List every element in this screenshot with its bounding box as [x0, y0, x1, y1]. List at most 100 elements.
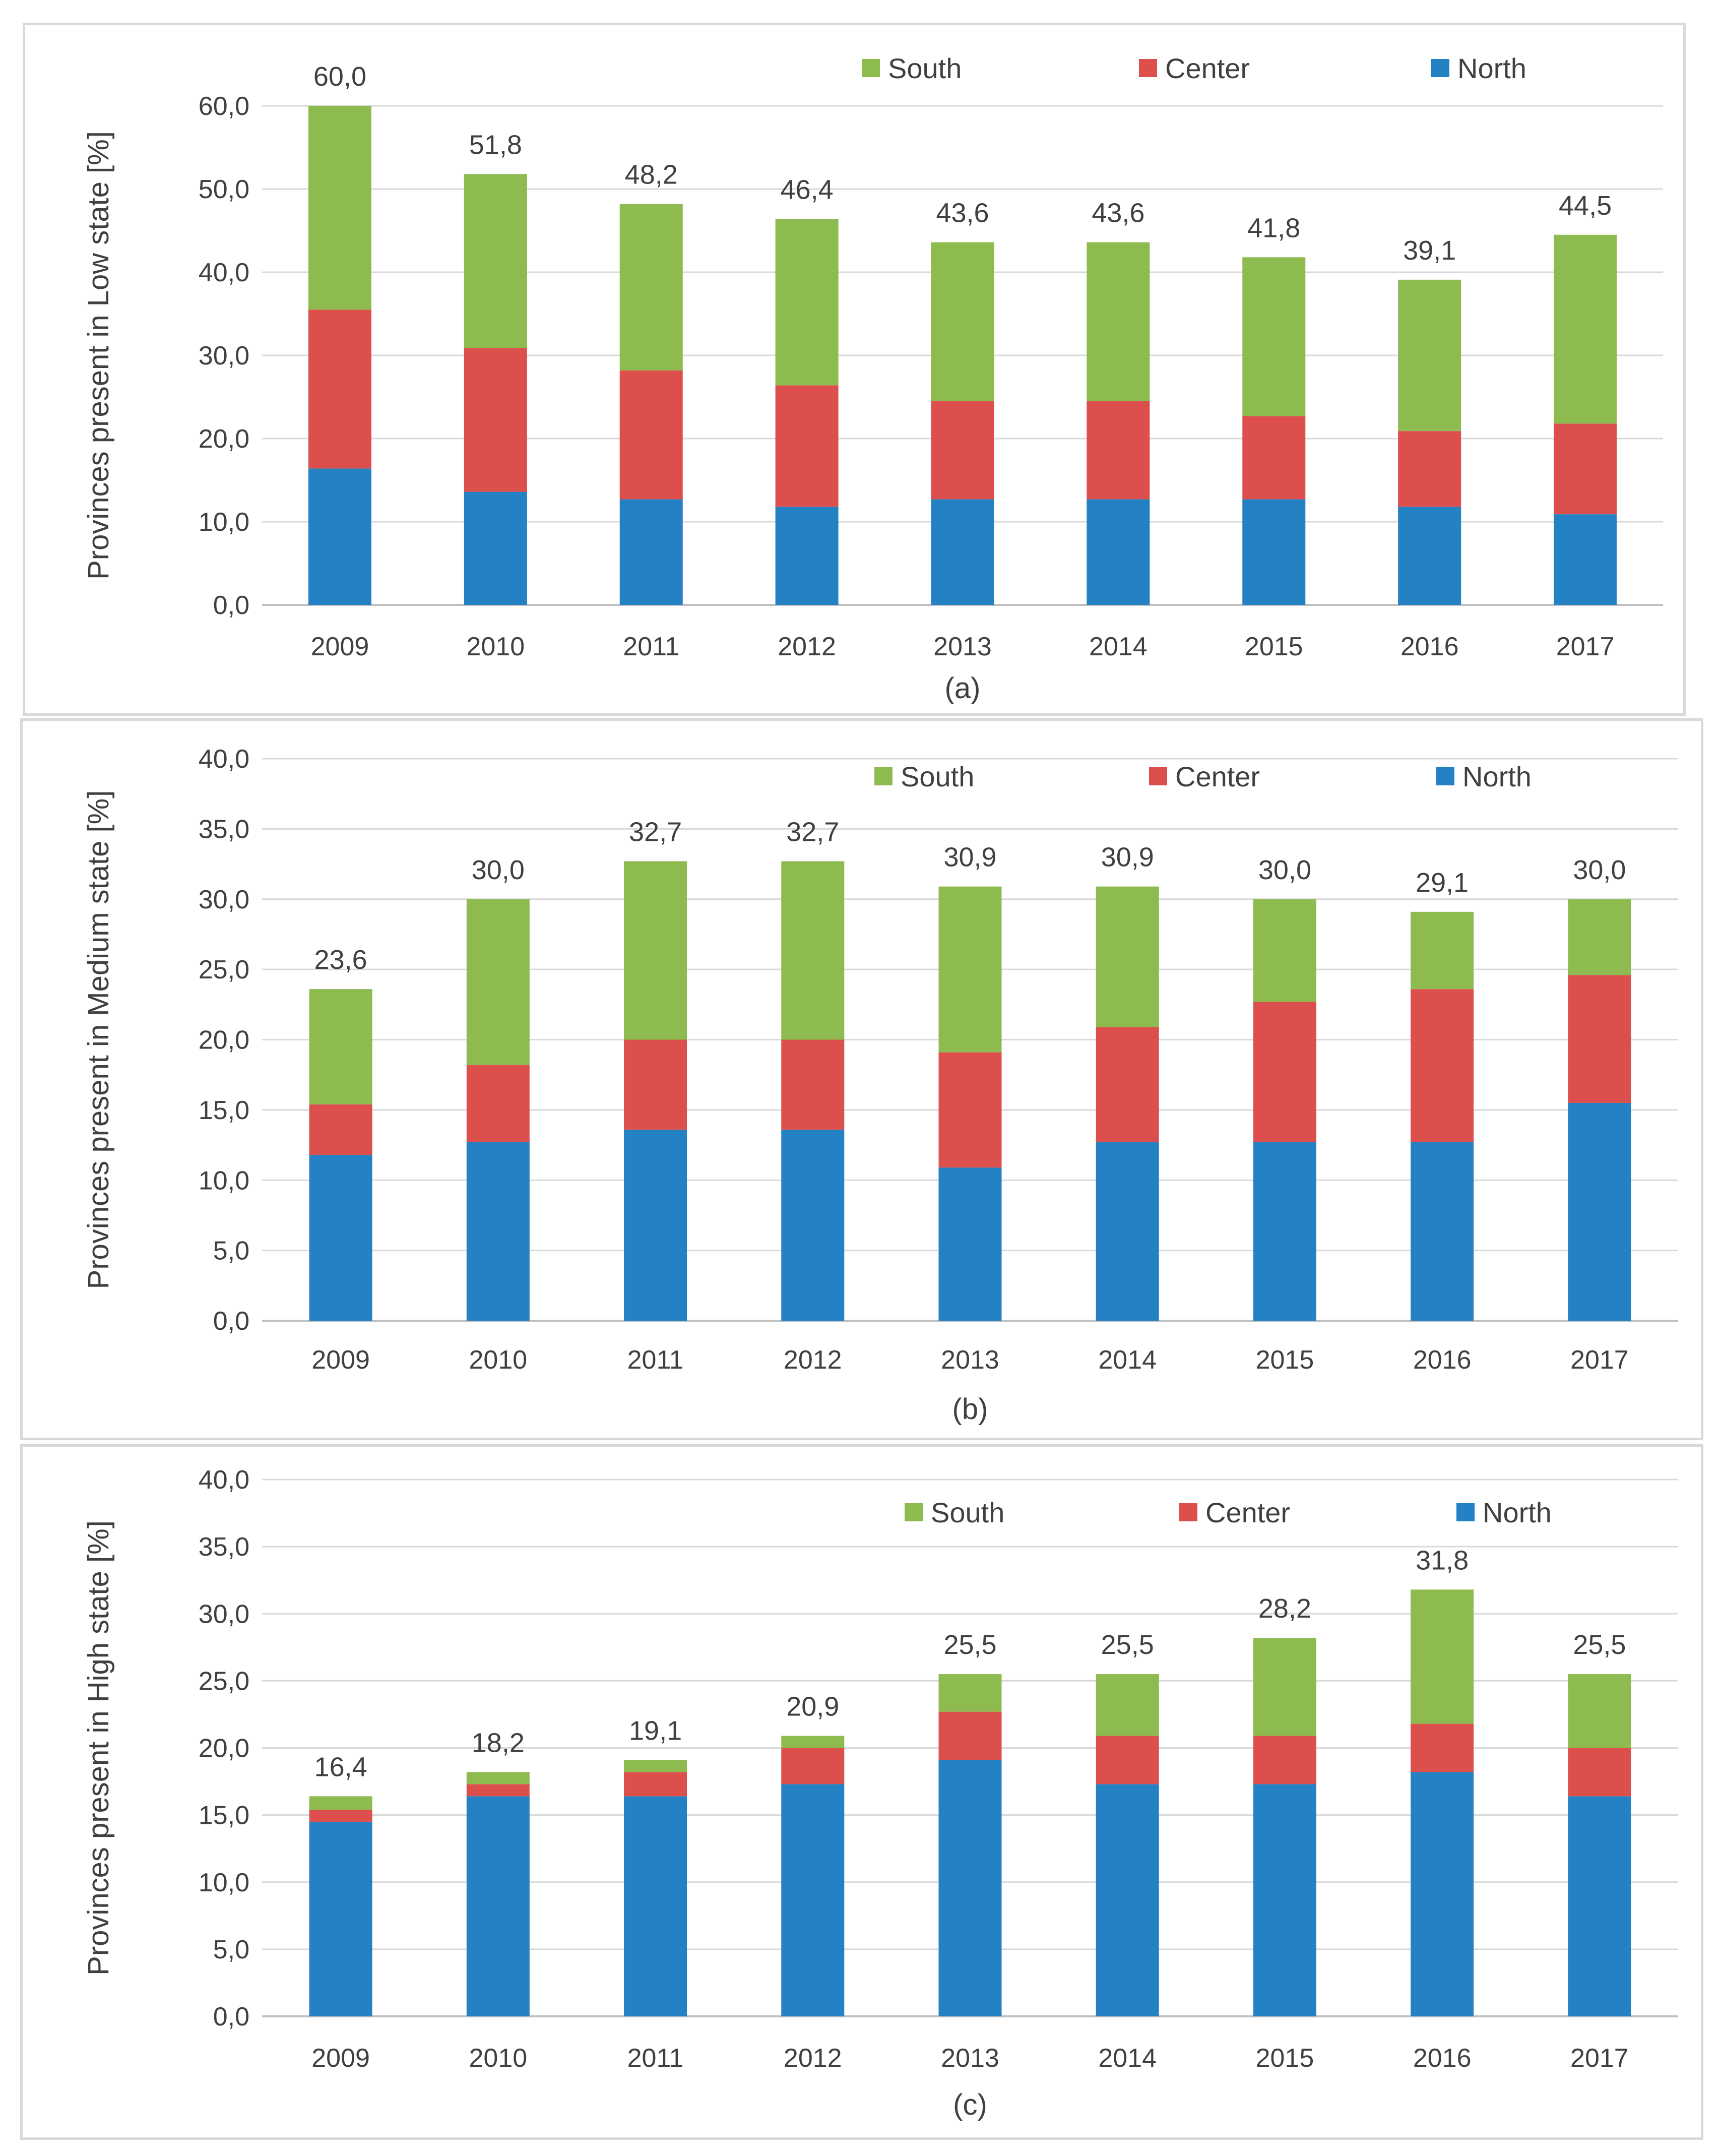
y-tick-label: 15,0 — [199, 1801, 249, 1830]
bar-north — [309, 1821, 372, 2016]
legend-label-north: North — [1457, 52, 1526, 84]
y-axis-title: Provinces present in High state [%] — [82, 1520, 115, 1976]
y-tick-label: 10,0 — [199, 1868, 249, 1897]
y-tick-label: 20,0 — [199, 1734, 249, 1763]
bar-total-label: 30,9 — [943, 842, 996, 873]
y-tick-label: 25,0 — [199, 955, 249, 984]
bar-total-label: 19,1 — [629, 1715, 682, 1746]
x-tick-label: 2015 — [1256, 2044, 1314, 2073]
y-tick-label: 35,0 — [199, 815, 249, 844]
bar-north — [1096, 1784, 1159, 2016]
x-tick-label: 2017 — [1570, 1345, 1629, 1375]
bar-north — [1568, 1102, 1631, 1321]
y-tick-label: 15,0 — [199, 1096, 249, 1125]
x-tick-label: 2012 — [784, 2044, 842, 2073]
bar-center — [624, 1039, 687, 1130]
bar-total-label: 51,8 — [469, 130, 522, 160]
bar-north — [931, 499, 994, 605]
chart-b-svg: 0,0 5,0 10,0 15,0 20,0 25,0 30,0 35,0 40,0 Provin… — [82, 745, 1678, 1426]
bar-center — [464, 348, 527, 492]
bar-total-label: 44,5 — [1559, 191, 1612, 221]
bar-north — [781, 1129, 845, 1321]
bar-center — [1096, 1027, 1159, 1142]
bar-south — [1087, 242, 1150, 401]
x-tick-label: 2011 — [627, 1345, 684, 1375]
y-axis-title: Provinces present in Low state [%] — [82, 131, 115, 580]
legend-label-center: Center — [1165, 52, 1250, 84]
bar-south — [624, 861, 687, 1040]
y-tick-label: 60,0 — [199, 92, 249, 121]
legend-swatch-center — [1149, 767, 1167, 785]
bar-total-label: 43,6 — [1092, 198, 1144, 228]
bar-south — [931, 242, 994, 401]
x-tick-label: 2014 — [1098, 2044, 1157, 2073]
legend-label-center: Center — [1175, 761, 1260, 792]
x-tick-label: 2012 — [778, 632, 836, 661]
bar-center — [1411, 989, 1474, 1142]
bar-north — [624, 1796, 687, 2016]
bar-north — [938, 1167, 1002, 1321]
y-tick-label: 20,0 — [199, 424, 249, 454]
y-tick-label: 35,0 — [199, 1532, 249, 1562]
bar-center — [781, 1039, 845, 1130]
legend-swatch-south — [862, 59, 880, 77]
bar-center — [1568, 1748, 1631, 1797]
bar-south — [464, 174, 527, 348]
y-tick-label: 40,0 — [199, 258, 249, 287]
y-tick-label: 10,0 — [199, 1166, 249, 1195]
bar-south — [466, 1772, 530, 1784]
x-tick-label: 2013 — [941, 2044, 999, 2073]
bar-south — [308, 106, 371, 310]
bar-center — [308, 310, 371, 469]
bar-north — [466, 1142, 530, 1321]
bar-south — [1568, 899, 1631, 975]
bar-north — [619, 499, 683, 605]
chart-panel-c: 0,0 5,0 10,0 15,0 20,0 25,0 30,0 35,0 40,0 Provin… — [20, 1444, 1703, 2140]
bar-center — [1253, 1002, 1316, 1142]
bar-total-label: 32,7 — [629, 817, 682, 847]
y-tick-label: 30,0 — [199, 885, 249, 914]
legend-label-south: South — [888, 52, 962, 84]
legend-swatch-north — [1436, 767, 1454, 785]
y-tick-label: 50,0 — [199, 175, 249, 204]
bar-north — [309, 1155, 372, 1321]
x-tick-label: 2014 — [1098, 1345, 1157, 1375]
y-tick-label: 5,0 — [213, 1237, 249, 1266]
bar-total-label: 30,0 — [1573, 855, 1626, 885]
bar-south — [466, 899, 530, 1065]
bar-center — [309, 1104, 372, 1155]
legend-swatch-south — [874, 767, 893, 785]
bar-south — [1253, 899, 1316, 1002]
subplot-label: (a) — [945, 672, 981, 705]
bar-total-label: 18,2 — [472, 1728, 525, 1758]
bar-south — [309, 989, 372, 1104]
bar-total-label: 30,0 — [1258, 855, 1311, 885]
x-tick-label: 2017 — [1556, 632, 1615, 661]
bar-total-label: 32,7 — [786, 817, 839, 847]
bar-center — [1398, 431, 1461, 507]
x-tick-label: 2009 — [311, 2044, 370, 2073]
legend-swatch-center — [1139, 59, 1157, 77]
x-tick-label: 2013 — [941, 1345, 999, 1375]
bar-center — [466, 1065, 530, 1142]
bar-south — [1568, 1674, 1631, 1748]
bar-south — [1096, 886, 1159, 1027]
bar-north — [1242, 499, 1306, 605]
y-tick-label: 20,0 — [199, 1026, 249, 1055]
y-tick-label: 40,0 — [199, 1465, 249, 1495]
bar-center — [466, 1784, 530, 1797]
bar-north — [1087, 499, 1150, 605]
bar-south — [1242, 257, 1306, 416]
bar-total-label: 43,6 — [936, 198, 989, 228]
legend-swatch-center — [1179, 1503, 1197, 1521]
bar-center — [619, 370, 683, 500]
bar-south — [1398, 279, 1461, 432]
bar-north — [938, 1760, 1002, 2016]
legend-label-north: North — [1483, 1497, 1552, 1528]
x-tick-label: 2012 — [784, 1345, 842, 1375]
y-tick-label: 5,0 — [213, 1935, 249, 1964]
bar-center — [1411, 1723, 1474, 1772]
x-tick-label: 2009 — [311, 632, 369, 661]
bar-south — [624, 1760, 687, 1772]
bar-north — [1253, 1784, 1316, 2016]
